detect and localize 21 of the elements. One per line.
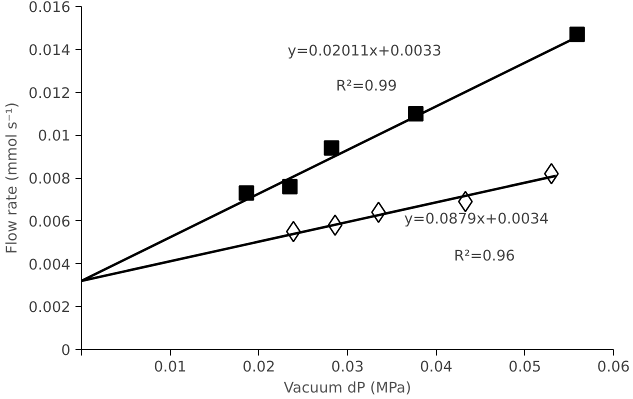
y-axis-title: Flow rate (mmol s⁻¹) — [4, 102, 21, 254]
y-tick-label: 0.002 — [28, 299, 71, 316]
y-tick-label: 0.01 — [38, 128, 71, 145]
x-tick-label: 0.03 — [331, 358, 364, 376]
annotation: y=0.0879x+0.0034 — [404, 210, 549, 228]
y-tick-label: 0.016 — [28, 0, 71, 16]
y-tick-label: 0.006 — [28, 213, 71, 230]
x-tick-label: 0.06 — [597, 358, 630, 376]
x-tick-label: 0.04 — [420, 358, 452, 376]
annotation: R²=0.99 — [336, 78, 397, 94]
x-axis-title: Vacuum dP (MPa) — [284, 380, 412, 396]
x-tick-label: 0.01 — [154, 358, 186, 376]
y-tick-label: 0.014 — [28, 42, 71, 59]
annotation: y=0.02011x+0.0033 — [288, 42, 442, 60]
y-tick-label: 0.012 — [28, 84, 71, 102]
y-tick-label: 0 — [61, 342, 71, 359]
x-tick-label: 0.05 — [508, 358, 542, 376]
annotation: R²=0.96 — [454, 248, 515, 264]
x-tick-label: 0.02 — [242, 358, 276, 376]
y-tick-label: 0.004 — [28, 256, 71, 274]
y-tick-label: 0.008 — [28, 170, 71, 188]
